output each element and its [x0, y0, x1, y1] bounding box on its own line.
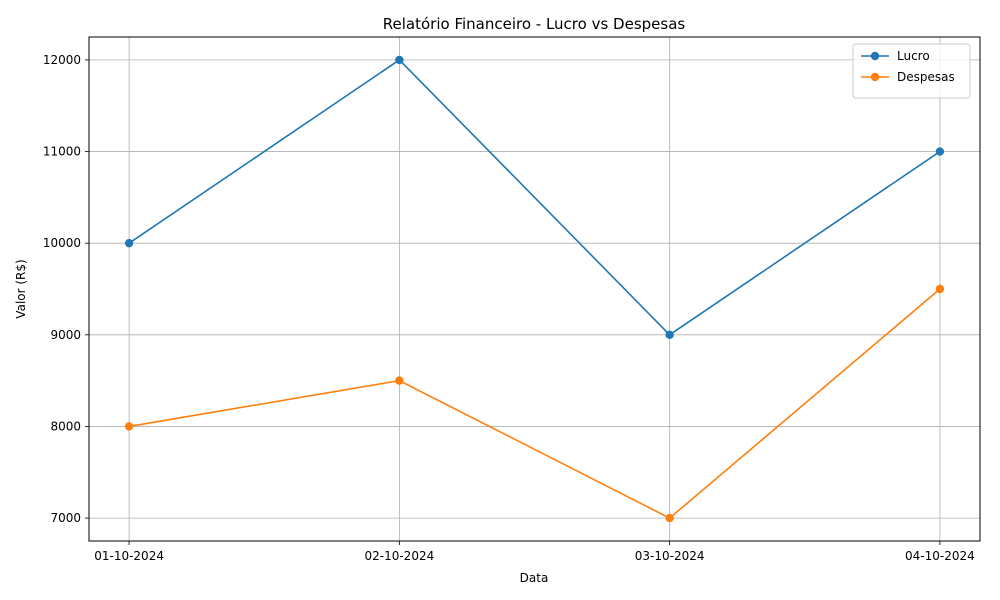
grid	[89, 37, 980, 541]
y-tick-label: 11000	[43, 145, 81, 159]
data-point	[665, 330, 674, 340]
y-tick-label: 8000	[50, 419, 81, 433]
x-tick-label: 02-10-2024	[364, 549, 434, 563]
legend-box	[852, 43, 971, 99]
series-line	[128, 288, 941, 520]
y-tick-label: 12000	[43, 53, 81, 67]
data-point	[395, 55, 404, 65]
series-despesas	[124, 284, 945, 523]
legend-marker	[870, 51, 880, 61]
series-lucro	[124, 55, 945, 340]
y-tick-label: 7000	[50, 511, 81, 525]
chart-title: Relatório Financeiro - Lucro vs Despesas	[383, 15, 686, 33]
legend-item: Lucro	[861, 49, 930, 63]
data-point	[665, 513, 674, 523]
legend-marker	[870, 72, 880, 82]
plot-frame	[88, 36, 981, 542]
x-tick-label: 03-10-2024	[635, 549, 705, 563]
y-tick-label: 10000	[43, 236, 81, 250]
y-axis: 7000 8000 9000 10000 11000 12000	[43, 53, 89, 525]
x-axis: 01-10-2024 02-10-2024 03-10-2024 04-10-2024	[94, 541, 975, 563]
data-point	[124, 422, 134, 431]
data-point	[935, 284, 945, 294]
y-tick-label: 9000	[50, 328, 81, 342]
legend-item: Despesas	[861, 70, 955, 84]
x-axis-label: Data	[520, 571, 549, 585]
data-point	[124, 238, 134, 248]
data-point	[395, 376, 404, 385]
legend-label: Lucro	[897, 49, 930, 63]
data-point	[935, 147, 945, 156]
x-tick-label: 04-10-2024	[905, 549, 975, 563]
y-axis-label: Valor (R$)	[14, 259, 28, 318]
series-layer	[124, 55, 945, 523]
series-line	[128, 58, 941, 336]
x-tick-label: 01-10-2024	[94, 549, 164, 563]
legend: Lucro Despesas	[852, 43, 971, 99]
legend-label: Despesas	[897, 70, 955, 84]
